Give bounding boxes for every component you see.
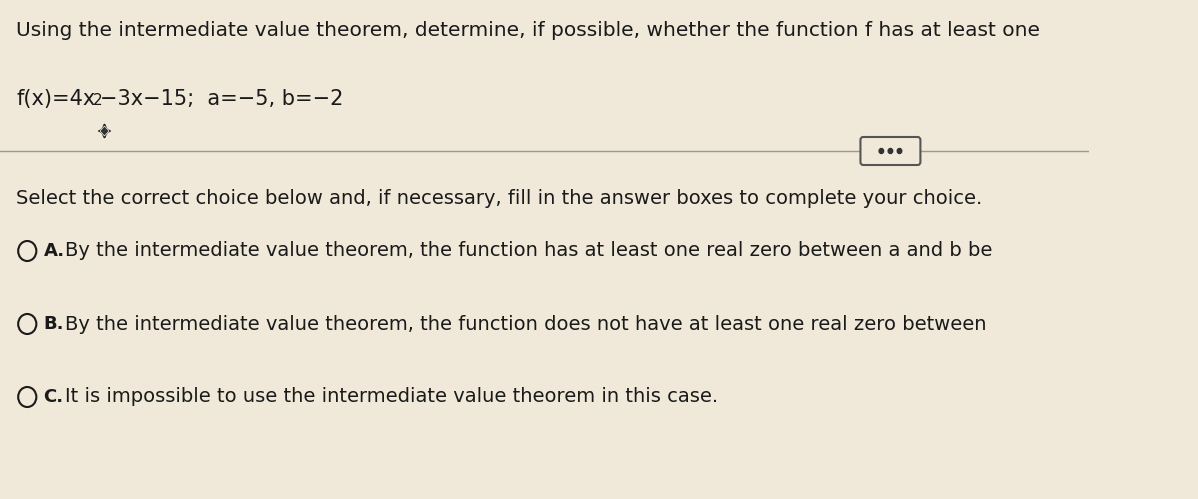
Circle shape — [879, 149, 884, 154]
Text: It is impossible to use the intermediate value theorem in this case.: It is impossible to use the intermediate… — [66, 388, 719, 407]
Text: By the intermediate value theorem, the function does not have at least one real : By the intermediate value theorem, the f… — [66, 314, 987, 333]
Circle shape — [897, 149, 902, 154]
Text: B.: B. — [43, 315, 65, 333]
Text: By the intermediate value theorem, the function has at least one real zero betwe: By the intermediate value theorem, the f… — [66, 242, 993, 260]
Text: Select the correct choice below and, if necessary, fill in the answer boxes to c: Select the correct choice below and, if … — [17, 189, 982, 208]
Text: C.: C. — [43, 388, 63, 406]
Text: −3x−15;  a=−5, b=−2: −3x−15; a=−5, b=−2 — [99, 89, 344, 109]
Circle shape — [888, 149, 893, 154]
Text: Using the intermediate value theorem, determine, if possible, whether the functi: Using the intermediate value theorem, de… — [17, 21, 1040, 40]
Polygon shape — [99, 126, 109, 136]
FancyBboxPatch shape — [860, 137, 920, 165]
Text: 2: 2 — [92, 93, 102, 108]
Text: f(x)=4x: f(x)=4x — [17, 89, 96, 109]
Text: A.: A. — [43, 242, 65, 260]
